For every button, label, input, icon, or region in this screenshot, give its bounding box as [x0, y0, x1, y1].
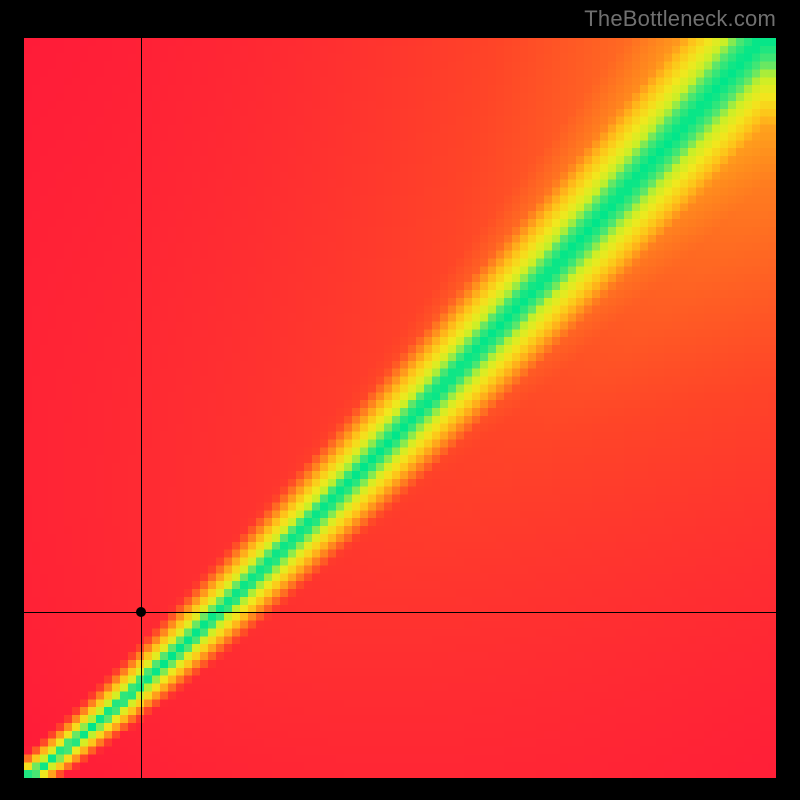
- watermark-text: TheBottleneck.com: [584, 6, 776, 32]
- crosshair-vertical: [141, 38, 142, 778]
- heatmap-plot: [24, 38, 776, 778]
- crosshair-dot: [136, 607, 146, 617]
- heatmap-canvas: [24, 38, 776, 778]
- chart-frame: TheBottleneck.com: [0, 0, 800, 800]
